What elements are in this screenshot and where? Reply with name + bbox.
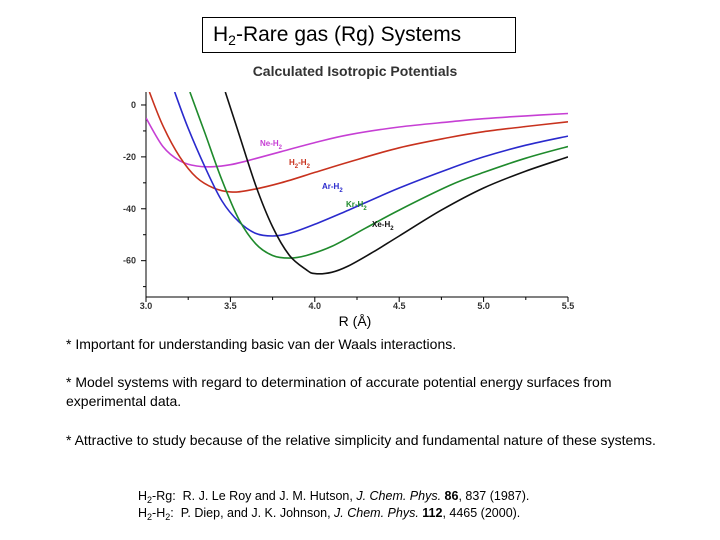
page-title: H2-Rare gas (Rg) Systems	[202, 17, 516, 53]
series-label-ar-h2: Ar-H2	[322, 182, 343, 194]
page-title-suffix: -Rare gas (Rg) Systems	[235, 23, 462, 46]
reference-1: H2-Rg: R. J. Le Roy and J. M. Hutson, J.…	[138, 489, 530, 505]
x-tick-label: 3.0	[140, 301, 153, 311]
series-label-kr-h2: Kr-H2	[346, 200, 367, 212]
bullet-2: * Model systems with regard to determina…	[66, 374, 612, 409]
bullet-3: * Attractive to study because of the rel…	[66, 432, 656, 448]
series-line-kr-h2	[189, 92, 568, 259]
bullet-1: * Important for understanding basic van …	[66, 336, 457, 352]
x-tick-label: 5.0	[477, 301, 490, 311]
y-tick-label: -60	[123, 256, 136, 266]
series-label-xe-h2: Xe-H2	[372, 220, 394, 232]
chart-title: Calculated Isotropic Potentials	[253, 63, 458, 79]
potential-chart: Calculated Isotropic Potentials 3.0 3.5 4.…	[123, 63, 575, 329]
y-tick-label: 0	[131, 100, 136, 110]
x-tick-label: 3.5	[224, 301, 237, 311]
x-tick-label: 5.5	[562, 301, 575, 311]
series-label-ne-h2: Ne-H2	[260, 139, 283, 151]
y-tick-label: -20	[123, 152, 136, 162]
series-line-xe-h2	[224, 92, 568, 275]
reference-2: H2-H2: P. Diep, and J. K. Johnson, J. Ch…	[138, 506, 521, 522]
page-title-prefix: H	[213, 23, 229, 46]
x-tick-label: 4.5	[393, 301, 406, 311]
series-line-ar-h2	[173, 92, 568, 237]
series-label-h2-h2: H2-H2	[289, 158, 311, 170]
x-axis-label: R (Å)	[339, 313, 372, 329]
x-tick-label: 4.0	[309, 301, 322, 311]
page-title-subscript: 2	[228, 32, 236, 48]
y-tick-label: -40	[123, 204, 136, 214]
series-line-h2-h2	[148, 92, 568, 193]
